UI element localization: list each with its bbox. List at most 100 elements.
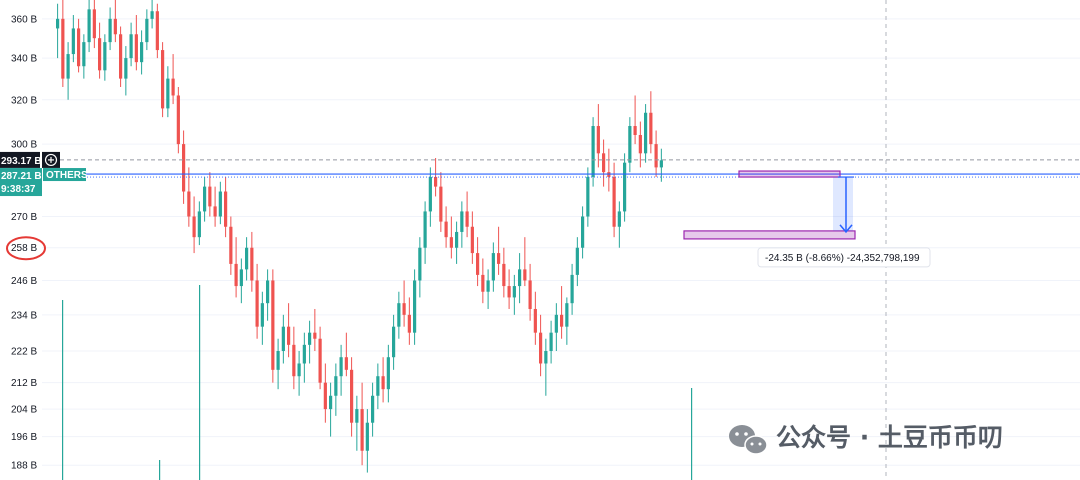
candle-body xyxy=(224,191,228,227)
candle-body xyxy=(124,58,128,79)
price-range-tool[interactable]: -24.35 B (-8.66%) -24,352,798,199 xyxy=(683,170,931,268)
y-tick-label[interactable]: 212 B xyxy=(11,378,37,389)
candle-body xyxy=(82,42,86,67)
candle-body xyxy=(502,263,506,287)
y-tick-label[interactable]: 270 B xyxy=(11,212,37,223)
candle-body xyxy=(113,18,117,35)
candle-body xyxy=(71,28,75,55)
candle-body xyxy=(581,216,585,248)
candle-body xyxy=(218,191,222,217)
candle-body xyxy=(192,216,196,238)
candle-body xyxy=(318,338,322,383)
candle-body xyxy=(413,280,417,333)
candle-body xyxy=(297,363,301,377)
candle-body xyxy=(644,112,648,154)
candle-body xyxy=(182,144,186,192)
current-price-tag[interactable] xyxy=(0,151,40,168)
candle-body xyxy=(392,326,396,358)
candle-body xyxy=(612,176,616,227)
candle-body xyxy=(523,269,527,281)
symbol-name-label: OTHERS xyxy=(46,170,88,181)
range-bottom-zone[interactable] xyxy=(683,230,856,240)
y-tick-label[interactable]: 196 B xyxy=(11,432,37,443)
candle-body xyxy=(486,280,490,292)
candle-body xyxy=(350,369,354,423)
candle-body xyxy=(591,126,595,177)
candle-body xyxy=(302,344,306,364)
candle-body xyxy=(360,409,364,451)
range-fill xyxy=(833,177,853,231)
candle-body xyxy=(465,211,469,227)
symbol-price-label: 287.21 B xyxy=(1,171,42,182)
candle-body xyxy=(145,18,149,43)
range-arrow-head xyxy=(839,224,853,234)
watermark-text: 公众号 · 土豆币币叨 xyxy=(776,423,1003,452)
candle-body xyxy=(402,303,406,315)
candle-body xyxy=(119,34,123,79)
y-tick-label[interactable]: 320 B xyxy=(11,95,37,106)
candle-body xyxy=(129,34,133,59)
watermark: 公众号 · 土豆币币叨 xyxy=(729,423,1003,455)
y-tick-label[interactable]: 222 B xyxy=(11,346,37,357)
y-tick-label[interactable]: 246 B xyxy=(11,276,37,287)
candle-body xyxy=(418,247,422,281)
symbol-price-tag[interactable] xyxy=(0,168,42,197)
candle-body xyxy=(439,186,443,222)
candle-body xyxy=(455,231,459,248)
add-alert-ring xyxy=(44,153,58,167)
candle-body xyxy=(575,247,579,275)
candle-body xyxy=(276,350,280,370)
candle-body xyxy=(570,274,574,304)
candle-body xyxy=(365,422,369,451)
countdown-label: 9:38:37 xyxy=(1,184,36,195)
candle-body xyxy=(323,382,327,410)
candle-body xyxy=(376,376,380,396)
candle-body xyxy=(103,42,107,71)
y-axis[interactable]: 360 B 340 B 320 B 300 B 270 B 258 B 246 B 234 B… xyxy=(0,14,88,472)
candle-body xyxy=(423,211,427,248)
y-tick-label[interactable]: 300 B xyxy=(11,140,37,151)
y-tick-label[interactable]: 360 B xyxy=(11,14,37,25)
candle-body xyxy=(497,253,501,264)
candle-body xyxy=(554,314,558,333)
y-tick-label[interactable]: 340 B xyxy=(11,54,37,65)
candle-body xyxy=(150,11,154,19)
y-tick-label[interactable]: 204 B xyxy=(11,405,37,416)
candle-body xyxy=(108,18,112,43)
candle-body xyxy=(234,263,238,287)
candle-body xyxy=(187,191,191,217)
candle-body xyxy=(381,376,385,390)
candle-body xyxy=(476,253,480,275)
candle-body xyxy=(654,144,658,168)
candle-body xyxy=(239,269,243,287)
candle-body xyxy=(481,274,485,292)
volume-bar xyxy=(691,388,693,480)
candle-body xyxy=(56,18,60,29)
candle-body xyxy=(623,162,627,212)
candle-body xyxy=(386,357,390,390)
y-tick-label[interactable]: 234 B xyxy=(11,310,37,321)
add-alert-icon[interactable] xyxy=(42,151,60,168)
candle-body xyxy=(470,226,474,254)
candles xyxy=(56,0,663,473)
candle-body xyxy=(87,9,91,43)
candle-body xyxy=(460,211,464,232)
candle-body xyxy=(134,34,138,63)
candle-body xyxy=(339,357,343,377)
candle-body xyxy=(397,303,401,327)
candle-body xyxy=(292,344,296,377)
candle-body xyxy=(229,226,233,264)
candle-body xyxy=(491,253,495,281)
candle-body xyxy=(176,95,180,145)
candle-body xyxy=(77,28,81,67)
volume-bars xyxy=(62,285,693,480)
volume-bar xyxy=(199,285,201,480)
y-tick-label[interactable]: 258 B xyxy=(11,243,37,254)
symbol-name-tag[interactable] xyxy=(43,168,86,182)
range-top-zone[interactable] xyxy=(738,170,841,178)
y-tick-label[interactable]: 188 B xyxy=(11,461,37,472)
candle-body xyxy=(344,357,348,370)
candle-body xyxy=(371,395,375,423)
